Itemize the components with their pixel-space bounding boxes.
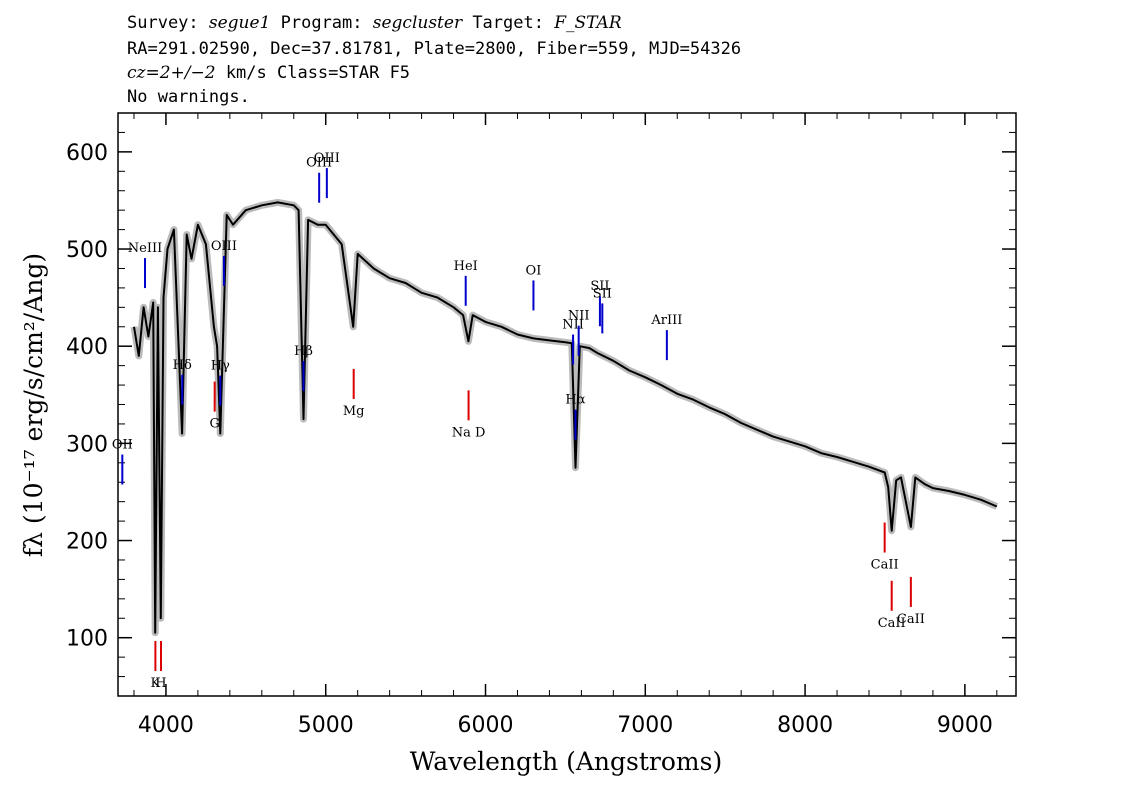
emission-line-label: OI: [526, 263, 542, 278]
emission-line-label: OIII: [314, 151, 340, 166]
emission-line-label: HeI: [454, 259, 478, 274]
emission-line-label: Hβ: [294, 344, 313, 359]
y-axis-label: fλ (10⁻¹⁷ erg/s/cm²/Ang): [19, 253, 48, 557]
x-tick-label: 6000: [458, 713, 514, 738]
absorption-line-label: G: [209, 417, 219, 432]
header-line-1: Survey: segue1 Program: segcluster Targe…: [127, 13, 622, 33]
x-tick-label: 5000: [298, 713, 354, 738]
header-line-4: No warnings.: [127, 87, 250, 107]
y-tick-label: 200: [66, 530, 108, 555]
emission-line-label: NeIII: [128, 241, 162, 256]
spectrum-line: [133, 201, 998, 634]
absorption-line-label: K: [151, 676, 161, 691]
emission-line-label: NII: [568, 309, 590, 324]
emission-line-label: SII: [590, 279, 609, 294]
x-tick-label: 4000: [138, 713, 194, 738]
header-line-3: cz=2+/−2 km/s Class=STAR F5: [127, 63, 410, 83]
x-tick-label: 8000: [777, 713, 833, 738]
plot-area: [130, 198, 999, 637]
header-line-2: RA=291.02590, Dec=37.81781, Plate=2800, …: [127, 39, 741, 59]
emission-line-label: OII: [112, 438, 133, 453]
y-tick-label: 500: [66, 238, 108, 263]
absorption-line-label: H: [155, 676, 166, 691]
emission-line-label: OIII: [211, 239, 237, 254]
axis-ticks: 4000 5000 6000 7000 8000 9000 100 200 300 400 500 6…: [66, 112, 1016, 738]
y-tick-label: 400: [66, 335, 108, 360]
emission-line-label: Hδ: [173, 358, 192, 373]
absorption-line-label: Na D: [452, 425, 486, 440]
error-band: [130, 198, 999, 637]
y-tick-label: 100: [66, 627, 108, 652]
y-tick-label: 600: [66, 141, 108, 166]
x-tick-label: 7000: [617, 713, 673, 738]
x-axis-label: Wavelength (Angstroms): [410, 747, 722, 776]
absorption-line-label: CaII: [897, 612, 925, 627]
absorption-line-label: Mg: [343, 404, 365, 419]
emission-line-label: Hα: [565, 393, 585, 408]
emission-line-label: Hγ: [211, 359, 230, 374]
x-tick-label: 9000: [937, 713, 993, 738]
emission-line-label: ArIII: [650, 313, 682, 328]
y-tick-label: 300: [66, 432, 108, 457]
emission-line-label: SII: [593, 286, 612, 301]
emission-line-label: OIII: [306, 156, 332, 171]
absorption-line-label: CaII: [878, 616, 906, 631]
absorption-line-label: CaII: [871, 558, 899, 573]
